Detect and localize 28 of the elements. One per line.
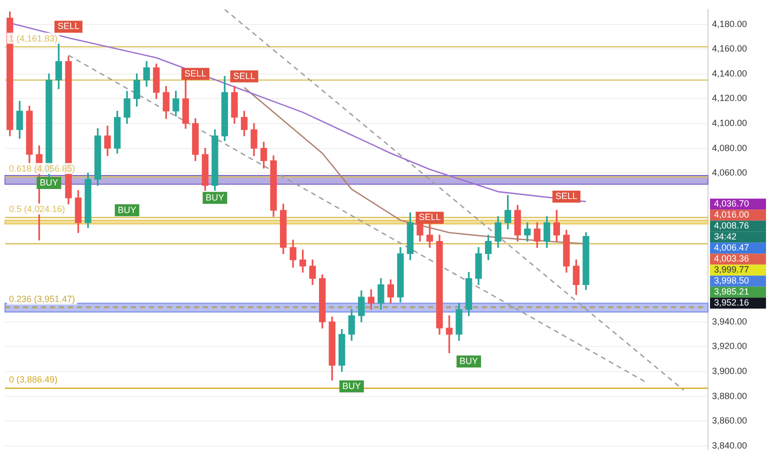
y-tick-label: 4,160.00 xyxy=(712,44,748,54)
y-tick-label: 4,180.00 xyxy=(712,18,748,29)
y-tick-label: 4,140.00 xyxy=(712,68,748,78)
ref-line-label: 0.236 (3,951.47) xyxy=(9,294,76,304)
y-tick-label: 3,840.00 xyxy=(712,440,748,450)
text: 34:42 xyxy=(714,232,737,242)
y-tick-label: 4,100.00 xyxy=(712,118,748,128)
y-tick-label: 4,120.00 xyxy=(712,93,748,104)
text: 4,008.76 xyxy=(714,220,750,231)
text: 3,999.77 xyxy=(714,264,750,275)
y-tick-label: 3,880.00 xyxy=(712,390,748,401)
ref-line-label: 0 (3,886.49) xyxy=(9,374,58,385)
text: 4,016.00 xyxy=(714,210,750,220)
y-tick-label: 4,080.00 xyxy=(712,142,748,153)
ref-line-label: 1 (4,161.83) xyxy=(9,33,58,44)
y-tick-label: 4,060.00 xyxy=(712,168,748,178)
text: 4,036.70 xyxy=(714,198,750,209)
y-tick-label: 3,900.00 xyxy=(712,366,748,376)
text: 4,003.36 xyxy=(714,254,750,264)
text: 3,985.21 xyxy=(714,286,750,297)
text: 3,952.16 xyxy=(714,298,750,308)
y-tick-label: 3,940.00 xyxy=(712,316,748,326)
text: 4,006.47 xyxy=(714,242,750,253)
ref-line-label: 0.618 (4,056.85) xyxy=(9,163,76,174)
ref-line-label: 0.5 (4,024.16) xyxy=(9,204,66,214)
text: 3,998.50 xyxy=(714,276,750,286)
y-tick-label: 3,920.00 xyxy=(712,341,748,352)
y-tick-label: 3,860.00 xyxy=(712,416,748,426)
